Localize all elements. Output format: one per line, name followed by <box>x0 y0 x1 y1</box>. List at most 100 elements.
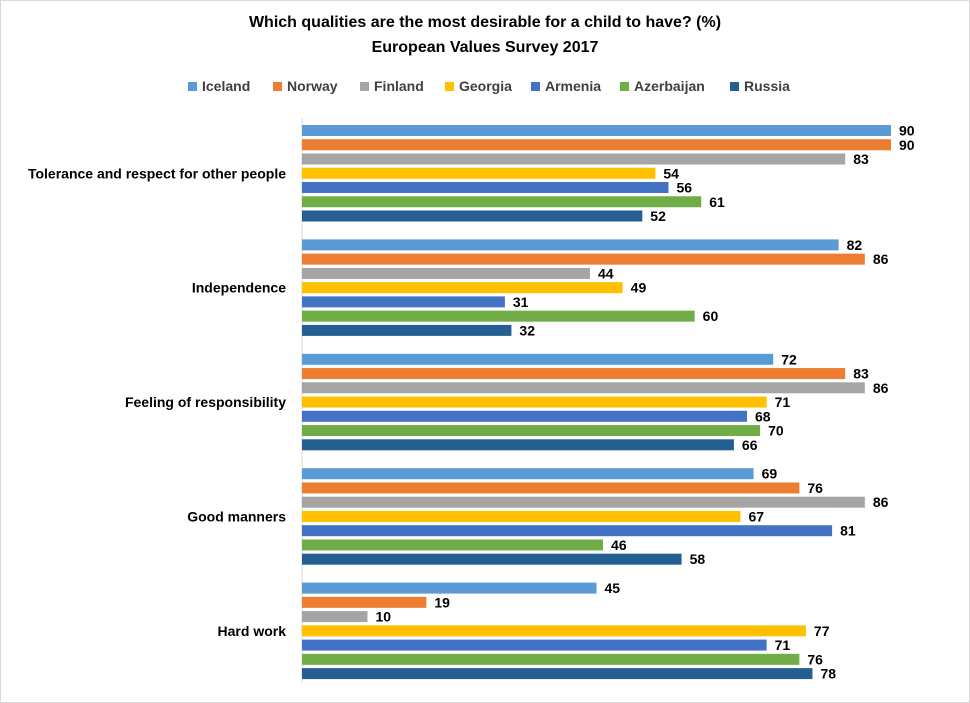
data-label: 70 <box>768 423 784 439</box>
data-label: 31 <box>513 294 529 310</box>
bar-iceland <box>302 125 891 136</box>
bar-georgia <box>302 396 767 408</box>
chart-title: Which qualities are the most desirable f… <box>248 14 722 31</box>
bar-norway <box>302 596 427 608</box>
data-label: 72 <box>781 351 797 367</box>
bar-finland <box>302 153 846 165</box>
bar-russia <box>302 324 512 336</box>
bar-finland <box>302 496 865 508</box>
legend-swatch <box>620 81 629 91</box>
legend-label: Azerbaijan <box>634 78 705 94</box>
bar-iceland <box>302 582 597 594</box>
bar-georgia <box>302 510 741 522</box>
data-label: 67 <box>748 508 764 524</box>
legend-swatch <box>531 81 540 91</box>
legend-label: Norway <box>287 78 338 94</box>
legend-item-finland: Finland <box>360 76 424 96</box>
bar-iceland <box>302 353 774 365</box>
data-label: 61 <box>709 194 725 210</box>
bar-armenia <box>302 410 748 422</box>
legend-swatch <box>188 81 197 91</box>
legend-item-azerbaijan: Azerbaijan <box>620 76 705 96</box>
legend: Iceland Norway Finland Georgia Armenia Azerba… <box>0 76 970 96</box>
legend-item-armenia: Armenia <box>531 76 601 96</box>
data-label: 81 <box>840 523 856 539</box>
data-label: 86 <box>873 251 889 267</box>
legend-swatch <box>445 81 454 91</box>
data-label: 77 <box>814 623 830 639</box>
legend-item-russia: Russia <box>730 76 790 96</box>
data-label: 49 <box>631 280 647 296</box>
data-label: 82 <box>847 237 863 253</box>
data-label: 52 <box>650 208 666 224</box>
bar-russia <box>302 553 682 565</box>
data-label: 58 <box>690 551 706 567</box>
data-label: 71 <box>775 637 791 653</box>
bar-georgia <box>302 167 656 179</box>
bar-azerbaijan <box>302 539 604 551</box>
bar-azerbaijan <box>302 653 800 665</box>
bar-armenia <box>302 296 505 308</box>
data-label: 10 <box>375 609 391 625</box>
bar-finland <box>302 382 865 394</box>
data-label: 86 <box>873 494 889 510</box>
data-label: 78 <box>820 666 836 682</box>
bar-azerbaijan <box>302 196 702 208</box>
data-label: 83 <box>853 151 869 167</box>
bar-finland <box>302 611 368 623</box>
legend-swatch <box>360 81 369 91</box>
category-label: Hard work <box>218 623 287 639</box>
bar-russia <box>302 439 734 451</box>
data-label: 69 <box>762 466 778 482</box>
bar-armenia <box>302 182 669 193</box>
bar-russia <box>302 668 813 680</box>
data-label: 32 <box>519 322 535 338</box>
data-label: 86 <box>873 380 889 396</box>
bar-georgia <box>302 282 623 294</box>
category-label: Feeling of responsibility <box>125 394 286 410</box>
legend-label: Finland <box>374 78 424 94</box>
legend-item-georgia: Georgia <box>445 76 512 96</box>
chart-subtitle: European Values Survey 2017 <box>371 39 599 56</box>
data-label: 83 <box>853 366 869 382</box>
bar-norway <box>302 253 865 265</box>
data-label: 90 <box>899 123 915 139</box>
legend-label: Armenia <box>545 78 602 94</box>
category-label: Independence <box>192 280 286 296</box>
data-label: 76 <box>807 480 823 496</box>
data-label: 68 <box>755 408 771 424</box>
category-label: Good manners <box>187 508 286 524</box>
data-label: 71 <box>775 394 791 410</box>
data-label: 76 <box>807 651 823 667</box>
bar-armenia <box>302 639 767 651</box>
bar-georgia <box>302 625 806 637</box>
bar-finland <box>302 267 590 279</box>
bar-iceland <box>302 468 754 480</box>
data-label: 60 <box>703 308 719 324</box>
legend-swatch <box>730 81 739 91</box>
data-label: 54 <box>663 165 679 181</box>
legend-label: Georgia <box>459 78 512 94</box>
legend-swatch <box>273 81 282 91</box>
bar-norway <box>302 139 891 151</box>
data-label: 45 <box>605 580 621 596</box>
legend-label: Russia <box>744 78 790 94</box>
data-label: 46 <box>611 537 627 553</box>
data-label: 44 <box>598 265 614 281</box>
data-label: 66 <box>742 437 758 453</box>
bar-norway <box>302 482 800 494</box>
bar-azerbaijan <box>302 310 695 322</box>
category-label: Tolerance and respect for other people <box>28 165 286 181</box>
data-label: 19 <box>434 594 450 610</box>
data-label: 90 <box>899 137 915 153</box>
legend-item-norway: Norway <box>273 76 338 96</box>
legend-label: Iceland <box>202 78 251 94</box>
bar-russia <box>302 210 643 222</box>
data-label: 56 <box>676 180 692 196</box>
legend-item-iceland: Iceland <box>188 76 250 96</box>
bar-azerbaijan <box>302 425 761 437</box>
bar-armenia <box>302 525 833 537</box>
bar-norway <box>302 368 846 380</box>
bar-iceland <box>302 239 839 251</box>
